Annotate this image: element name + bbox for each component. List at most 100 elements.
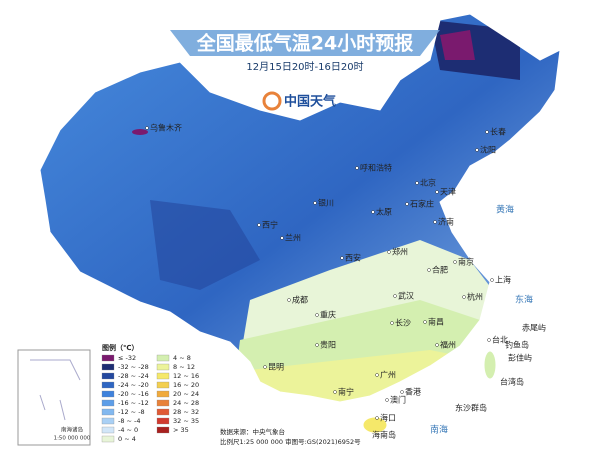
legend-label: 4 ~ 8 [173, 354, 191, 362]
city-dot [390, 321, 394, 325]
island-label: 彭佳屿 [508, 353, 532, 363]
city-label: 北京 [420, 178, 436, 188]
city-dot [405, 202, 409, 206]
city-dot [435, 190, 439, 194]
city-label: 兰州 [285, 233, 301, 243]
hainan [362, 416, 388, 434]
legend-label: 16 ~ 20 [173, 381, 199, 389]
legend-label: -20 ~ -16 [118, 390, 149, 398]
subtitle: 12月15日20时-16日20时 [246, 61, 363, 73]
city-label: 西宁 [262, 220, 278, 230]
legend-swatch [156, 390, 170, 398]
legend-swatch [101, 417, 115, 425]
legend-label: 32 ~ 35 [173, 417, 199, 425]
city-dot [423, 320, 427, 324]
legend-swatch [156, 363, 170, 371]
legend-swatch [101, 363, 115, 371]
city-label: 呼和浩特 [360, 163, 392, 173]
city-label: 澳门 [390, 395, 406, 405]
city-label: 南宁 [338, 387, 354, 397]
sea-label: 东海 [515, 294, 533, 306]
city-label: 成都 [292, 295, 308, 305]
city-dot [315, 313, 319, 317]
legend-swatch [101, 372, 115, 380]
legend-label: 0 ~ 4 [118, 435, 136, 443]
city-dot [263, 365, 267, 369]
city-dot [490, 278, 494, 282]
city-label: 合肥 [432, 265, 448, 275]
legend-label: 20 ~ 24 [173, 390, 199, 398]
taiwan [483, 350, 497, 380]
city-label: 太原 [376, 207, 392, 217]
city-dot [400, 390, 404, 394]
city-label: 郑州 [392, 247, 408, 257]
legend-swatch [156, 354, 170, 362]
footer-source: 数据来源：中央气象台 [220, 427, 285, 436]
city-label: 乌鲁木齐 [150, 123, 182, 133]
inset [17, 349, 91, 446]
city-label: 台北 [492, 335, 508, 345]
legend-label: -8 ~ -4 [118, 417, 141, 425]
city-label: 西安 [345, 253, 361, 263]
city-dot [287, 298, 291, 302]
city-dot [433, 220, 437, 224]
city-label: 济南 [438, 217, 454, 227]
legend-items: ≤ -32-32 ~ -28-28 ~ -24-24 ~ -20-20 ~ -1… [101, 354, 199, 443]
legend-swatch [101, 390, 115, 398]
legend-label: -12 ~ -8 [118, 408, 145, 416]
legend-label: > 35 [173, 426, 189, 434]
legend-label: 28 ~ 32 [173, 408, 199, 416]
legend-swatch [101, 354, 115, 362]
city-dot [385, 398, 389, 402]
legend-label: -24 ~ -20 [118, 381, 149, 389]
city-label: 重庆 [320, 310, 336, 320]
city-label: 贵阳 [320, 340, 336, 350]
island-label: 赤尾屿 [522, 324, 546, 333]
city-dot [375, 416, 379, 420]
legend-swatch [156, 381, 170, 389]
island-label: 钓鱼岛 [505, 340, 529, 350]
island-label: 东沙群岛 [455, 403, 487, 413]
city-dot [485, 130, 489, 134]
island-label: 海南岛 [372, 430, 396, 440]
city-label: 南京 [458, 257, 474, 267]
city-label: 杭州 [467, 292, 483, 302]
legend-swatch [156, 408, 170, 416]
legend-label: 12 ~ 16 [173, 372, 199, 380]
city-dot [475, 148, 479, 152]
sea-label: 黄海 [496, 204, 514, 216]
city-dot [415, 181, 419, 185]
inset-title: 南海诸岛 [61, 426, 84, 434]
legend-label: -4 ~ 0 [118, 426, 138, 434]
city-label: 香港 [405, 387, 421, 397]
city-dot [313, 201, 317, 205]
inset-map [30, 359, 81, 421]
city-label: 福州 [440, 341, 456, 350]
city-label: 昆明 [268, 363, 284, 372]
legend-swatch [101, 381, 115, 389]
city-label: 长春 [490, 127, 506, 137]
legend-label: -28 ~ -24 [118, 372, 149, 380]
legend-label: -16 ~ -12 [118, 399, 149, 407]
city-label: 银川 [318, 198, 334, 208]
city-dot [375, 373, 379, 377]
legend-swatch [156, 372, 170, 380]
legend-swatch [101, 399, 115, 407]
city-label: 上海 [495, 275, 511, 285]
city-label: 石家庄 [410, 199, 434, 209]
city-dot [315, 343, 319, 347]
legend-label: 24 ~ 28 [173, 399, 199, 407]
title: 全国最低气温24小时预报 [196, 32, 413, 55]
city-dot [453, 260, 457, 264]
legend-swatch [156, 399, 170, 407]
legend-swatch [101, 426, 115, 434]
legend-swatch [156, 417, 170, 425]
title-band [170, 30, 440, 56]
city-dot [280, 236, 284, 240]
city-label: 天津 [440, 187, 456, 197]
legend-label: 8 ~ 12 [173, 363, 195, 371]
city-dot [257, 223, 261, 227]
city-label: 长沙 [395, 318, 411, 328]
